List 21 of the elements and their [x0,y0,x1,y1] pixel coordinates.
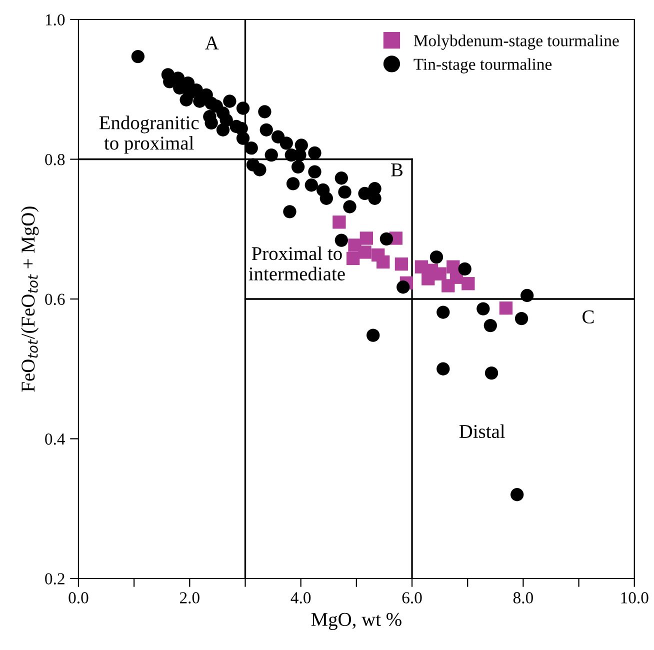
x-tick-label: 0.0 [68,592,88,604]
annotation: Proximal to intermediate [248,246,345,280]
legend-label: Molybdenum-stage tourmaline [414,34,619,50]
y-tick-label: 0.8 [45,154,65,166]
x-tick-label: 4.0 [290,592,311,604]
annotation: B [391,163,403,176]
y-tick-label: 0.6 [45,294,65,306]
annotation: A [205,36,219,50]
y-tick-label: 0.2 [45,573,64,585]
y-tick-label: 0.4 [45,433,66,445]
x-tick-label: 6.0 [402,592,422,604]
y-tick-label: 1.0 [46,14,65,26]
annotation: Distal [459,424,505,438]
annotation: C [582,310,594,324]
x-tick-label: 2.0 [180,592,200,604]
x-tick-label: 10.0 [621,592,648,604]
legend-label: Tin-stage tourmaline [414,58,552,74]
x-axis-title: MgO, wt % [311,612,402,630]
annotation: Endogranitic to proximal [99,116,199,154]
x-tick-label: 8.0 [513,592,533,604]
y-axis-title: FeO$_{tot}$/(FeO$_{tot}$ + MgO) [21,206,39,392]
